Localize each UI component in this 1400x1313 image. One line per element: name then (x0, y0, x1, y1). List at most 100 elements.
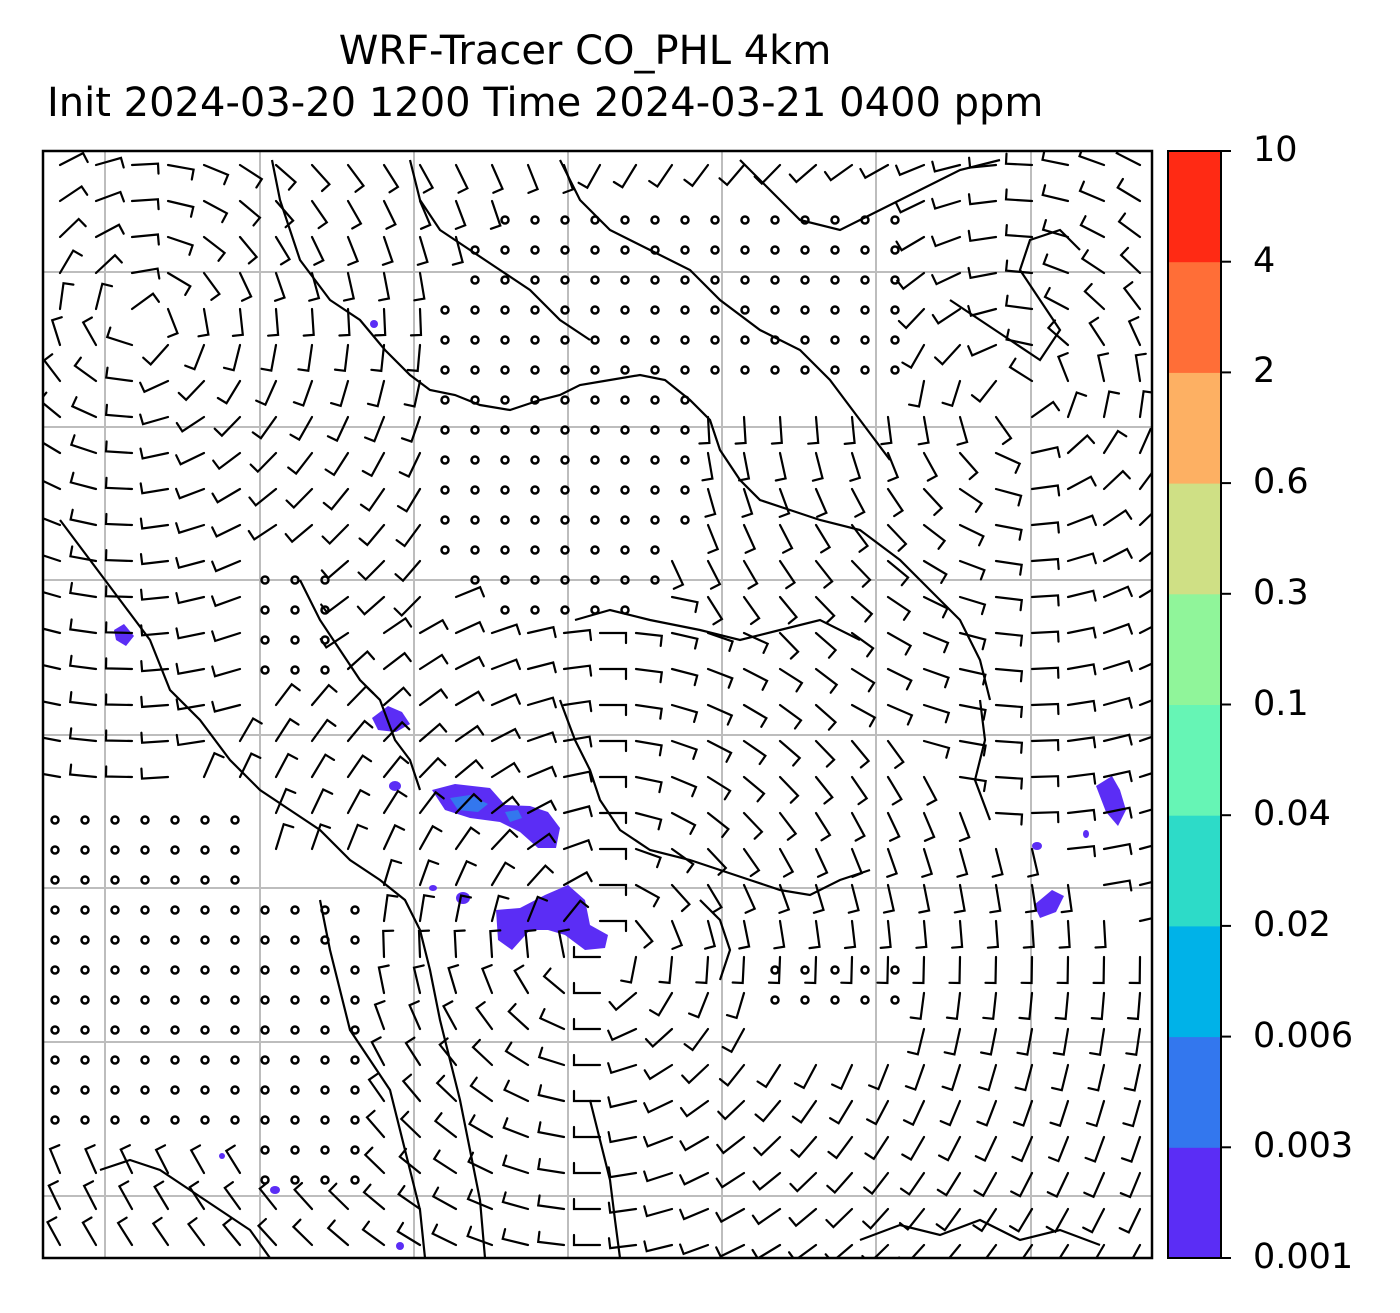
wind-barb (939, 1099, 962, 1127)
calm-wind-marker (710, 245, 720, 255)
plume-speck (1032, 842, 1042, 850)
wind-barb (577, 163, 602, 190)
wind-barb (1138, 808, 1152, 815)
wind-barb (1126, 991, 1142, 1021)
wind-barb (287, 451, 314, 476)
wind-barb (1066, 772, 1097, 785)
wind-barb (572, 1233, 602, 1247)
wind-barb (643, 1063, 674, 1081)
calm-wind-marker (170, 935, 180, 945)
calm-wind-marker (140, 815, 150, 825)
wind-barb (273, 271, 286, 302)
calm-wind-marker (500, 305, 510, 315)
wind-barb (238, 716, 263, 743)
wind-barb (526, 832, 557, 851)
wind-barb (1066, 552, 1097, 565)
calm-wind-marker (350, 1055, 360, 1065)
wind-barb (293, 1181, 314, 1211)
wind-barb (490, 658, 521, 671)
calm-wind-marker (200, 1025, 210, 1035)
calm-wind-marker (530, 245, 540, 255)
calm-wind-marker (650, 335, 660, 345)
calm-wind-marker (470, 335, 480, 345)
wind-barb (562, 838, 593, 851)
wind-barb (643, 1205, 674, 1218)
calm-wind-marker (800, 275, 810, 285)
wind-barb (738, 451, 751, 482)
wind-barb (175, 451, 206, 466)
calm-wind-marker (560, 575, 570, 585)
wind-barb (598, 739, 628, 753)
wind-barb (1030, 445, 1061, 459)
wind-barb (70, 396, 98, 419)
wind-barb (117, 1180, 134, 1211)
wind-barb (994, 811, 1024, 826)
wind-barb (706, 595, 724, 626)
calm-wind-marker (50, 1085, 60, 1095)
wind-barb (43, 554, 62, 563)
calm-wind-marker (50, 905, 60, 915)
wind-barb (886, 703, 914, 726)
calm-wind-marker (800, 365, 810, 375)
calm-wind-marker (290, 905, 300, 915)
calm-wind-marker (560, 605, 570, 615)
wind-barb (886, 775, 903, 806)
wind-barb (501, 1154, 530, 1175)
calm-wind-marker (620, 275, 630, 285)
wind-barb (1084, 1135, 1106, 1163)
calm-wind-marker (350, 1085, 360, 1095)
calm-wind-marker (860, 995, 870, 1005)
wind-barb (706, 703, 734, 726)
calm-wind-marker (620, 215, 630, 225)
calm-wind-marker (500, 425, 510, 435)
wind-barb (382, 823, 406, 851)
wind-barb (166, 307, 179, 338)
calm-wind-marker (320, 605, 330, 615)
wind-barb (754, 1099, 782, 1123)
wind-barb (704, 487, 717, 518)
wind-barb (670, 919, 684, 950)
coastline (699, 899, 732, 981)
wind-barb (451, 235, 464, 266)
wind-barb (886, 559, 910, 587)
wind-barb (212, 451, 242, 471)
calm-wind-marker (200, 845, 210, 855)
calm-wind-marker (710, 275, 720, 285)
calm-wind-marker (650, 275, 660, 285)
wind-barb (94, 223, 125, 239)
calm-wind-marker (440, 545, 450, 555)
wind-barb (849, 451, 862, 482)
wind-barb (489, 199, 502, 230)
wind-barb (1048, 1135, 1070, 1163)
wind-barb (408, 1000, 422, 1031)
calm-wind-marker (530, 605, 540, 615)
map-background (43, 151, 1152, 1258)
wind-barb (104, 403, 134, 419)
wind-barb (598, 703, 628, 717)
calm-wind-marker (290, 1145, 300, 1155)
wind-barb (850, 775, 869, 806)
plume-speck (1083, 830, 1089, 838)
wind-barb (1088, 316, 1106, 347)
wind-barb (1138, 470, 1152, 491)
wind-barb (679, 1099, 710, 1118)
colorbar-tick-label: 0.02 (1253, 904, 1331, 945)
wind-barb (175, 733, 206, 747)
wind-barb (826, 1171, 854, 1195)
wind-barb (1138, 699, 1152, 707)
wind-barb (361, 451, 386, 478)
wind-barb (1027, 847, 1040, 878)
wind-barb (397, 1184, 422, 1211)
wind-barb (406, 343, 422, 373)
wind-barb (951, 919, 964, 949)
calm-wind-marker (230, 845, 240, 855)
wind-barb (778, 703, 803, 730)
calm-wind-marker (170, 1025, 180, 1035)
wind-barb (1030, 702, 1060, 716)
calm-wind-marker (140, 845, 150, 855)
calm-wind-marker (50, 815, 60, 825)
calm-wind-marker (590, 515, 600, 525)
wind-barb (917, 415, 930, 446)
wind-barb (921, 847, 934, 878)
wind-barb (1004, 294, 1034, 311)
